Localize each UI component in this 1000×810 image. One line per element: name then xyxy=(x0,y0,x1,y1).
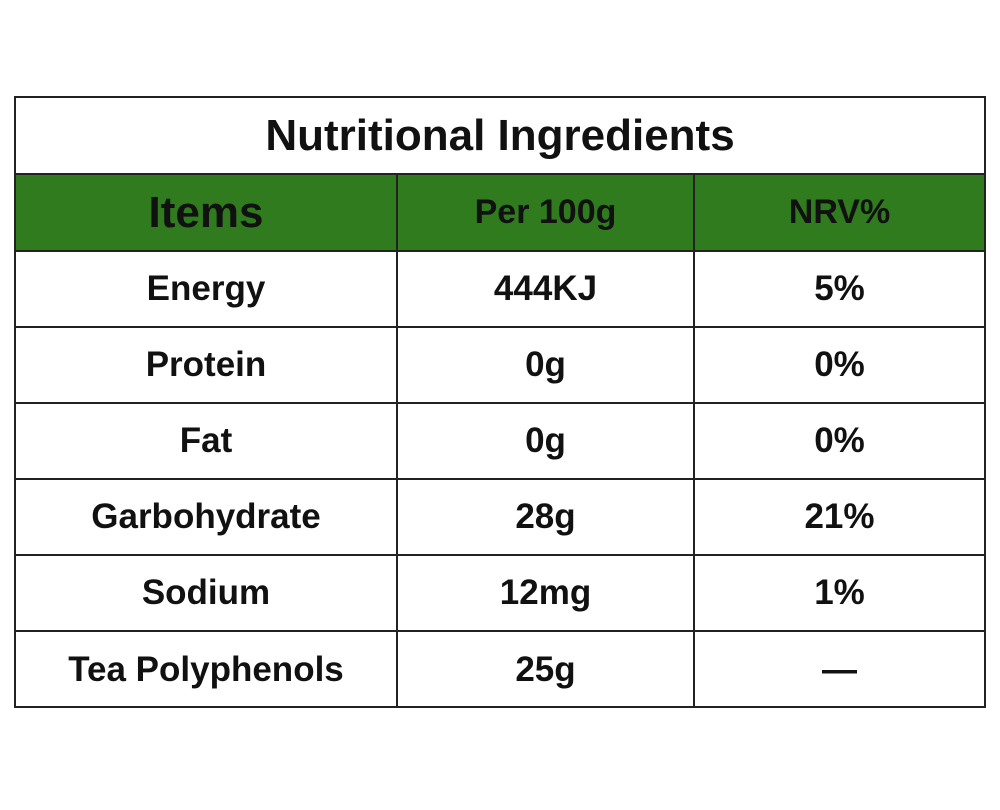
table-cell: 12mg xyxy=(398,556,695,632)
table-cell: Garbohydrate xyxy=(16,480,398,556)
table-cell: Sodium xyxy=(16,556,398,632)
table-cell: 0% xyxy=(695,328,984,404)
table-cell: 0g xyxy=(398,404,695,480)
header-cell: Items xyxy=(16,175,398,252)
nutrition-table: Nutritional Ingredients Items Per 100g NRV… xyxy=(14,96,986,708)
header-cell: Per 100g xyxy=(398,175,695,252)
table-cell: Fat xyxy=(16,404,398,480)
table-title: Nutritional Ingredients xyxy=(16,98,984,175)
table-cell: Protein xyxy=(16,328,398,404)
table-cell: 0g xyxy=(398,328,695,404)
table-cell: 25g xyxy=(398,632,695,708)
table-cell: 28g xyxy=(398,480,695,556)
table-cell: 21% xyxy=(695,480,984,556)
table-cell: 444KJ xyxy=(398,252,695,328)
table-cell: 0% xyxy=(695,404,984,480)
table-cell: Energy xyxy=(16,252,398,328)
table-cell: 5% xyxy=(695,252,984,328)
table-cell: — xyxy=(822,650,857,689)
table-cell: Tea Polyphenols xyxy=(16,632,398,708)
header-cell: NRV% xyxy=(695,175,984,252)
table-cell: 1% xyxy=(695,556,984,632)
